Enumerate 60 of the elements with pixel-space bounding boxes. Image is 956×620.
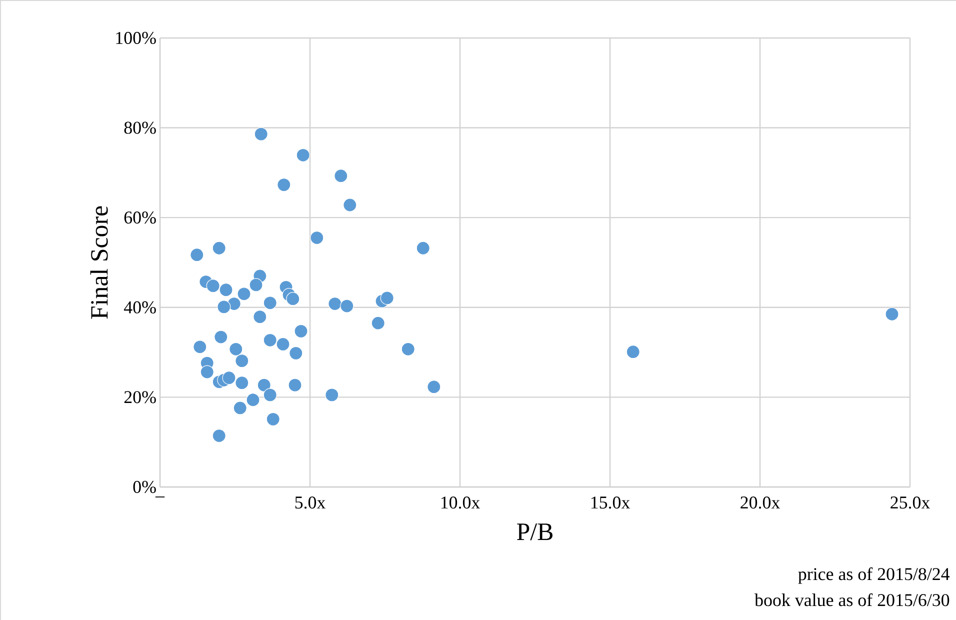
point — [190, 248, 204, 262]
point — [289, 346, 303, 360]
text: book value as of 2015/6/30 — [754, 593, 950, 606]
point — [288, 378, 302, 392]
point — [206, 279, 220, 293]
point — [246, 393, 260, 407]
point — [334, 169, 348, 183]
y-tick-label: 0% — [133, 480, 156, 494]
y-tick-label: 40% — [124, 301, 156, 314]
point — [257, 378, 271, 392]
point — [222, 371, 236, 385]
point — [427, 380, 441, 394]
point — [380, 291, 394, 305]
point — [343, 198, 357, 212]
x-tick-label: 20.0x — [740, 496, 780, 509]
y-axis-title: Final Score — [90, 206, 108, 319]
point — [266, 412, 280, 426]
point — [416, 241, 430, 255]
point — [237, 287, 251, 301]
point — [214, 330, 228, 344]
point — [296, 148, 310, 162]
point — [286, 292, 300, 306]
point — [263, 296, 277, 310]
point — [277, 178, 291, 192]
point — [294, 324, 308, 338]
point — [193, 340, 207, 354]
point — [253, 310, 267, 324]
x-tick-label: 25.0x — [890, 496, 930, 509]
point — [340, 299, 354, 313]
x-tick-label: – — [155, 496, 165, 498]
point — [325, 388, 339, 402]
point — [249, 278, 263, 292]
point — [276, 337, 290, 352]
x-tick-label: 5.0x — [295, 496, 326, 509]
point — [235, 376, 249, 390]
point — [219, 283, 233, 297]
y-tick-label: 80% — [124, 122, 156, 134]
point — [401, 342, 415, 356]
point — [254, 127, 268, 141]
point — [263, 333, 277, 347]
x-tick-label: 10.0x — [441, 496, 480, 509]
x-axis-title: P/B — [517, 524, 552, 540]
point — [235, 354, 249, 368]
point — [328, 296, 342, 311]
y-tick-label: 20% — [124, 391, 156, 404]
point — [371, 316, 385, 330]
y-tick-label: 100% — [116, 32, 156, 44]
text: price as of 2015/8/24 — [798, 567, 950, 584]
point — [200, 365, 214, 379]
point — [263, 388, 277, 402]
point — [229, 342, 243, 356]
point — [310, 230, 324, 245]
point — [217, 300, 231, 314]
x-tick-label: 15.0x — [591, 496, 630, 509]
point — [885, 307, 899, 321]
point — [626, 345, 640, 359]
point — [212, 428, 226, 443]
point — [233, 401, 247, 415]
point — [212, 241, 226, 255]
y-tick-label: 60% — [124, 212, 156, 224]
